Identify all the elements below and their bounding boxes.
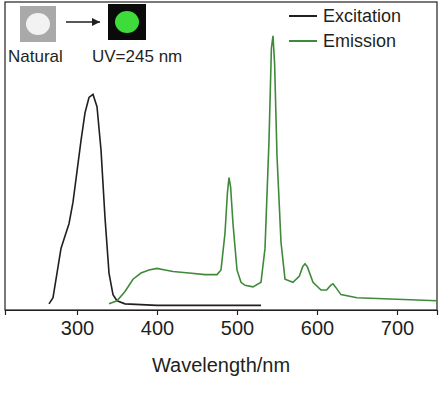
- x-tick-label: 500: [221, 317, 254, 339]
- legend-swatch: [289, 40, 317, 42]
- plot-frame: [5, 2, 437, 310]
- x-axis: 300 400 500 600 700: [6, 310, 438, 339]
- legend-swatch: [289, 15, 317, 17]
- x-tick-label: 300: [61, 317, 94, 339]
- x-tick-mark: [317, 310, 318, 315]
- x-tick-mark: [157, 310, 158, 315]
- x-tick: 600: [301, 310, 334, 339]
- x-tick-label: 700: [381, 317, 414, 339]
- series-line: [109, 36, 437, 304]
- photo-uv: [108, 4, 146, 40]
- x-tick-label: 400: [141, 317, 174, 339]
- x-tick: 700: [381, 310, 414, 339]
- legend: Excitation Emission: [289, 6, 401, 51]
- plot-area: [49, 36, 437, 306]
- x-axis-title: Wavelength/nm: [152, 354, 290, 376]
- x-tick-mark: [237, 310, 238, 315]
- chart: 300 400 500 600 700 Wavelength/nm Excitation Em…: [0, 0, 442, 396]
- legend-label: Emission: [323, 31, 396, 51]
- series-line: [49, 94, 261, 305]
- photo-natural: [20, 6, 56, 42]
- sample-natural: [26, 13, 50, 35]
- x-tick: 500: [221, 310, 254, 339]
- annotation: UV=245 nm: [92, 47, 182, 66]
- x-tick: 400: [141, 310, 174, 339]
- x-tick-label: 600: [301, 317, 334, 339]
- annotation: Natural: [8, 47, 63, 66]
- x-tick: 300: [61, 310, 94, 339]
- x-tick-mark: [397, 310, 398, 315]
- inset: Natural UV=245 nm: [8, 4, 182, 66]
- legend-label: Excitation: [323, 6, 401, 26]
- x-tick-mark: [77, 310, 78, 315]
- sample-uv: [115, 11, 139, 33]
- arrow-head: [92, 18, 100, 26]
- x-axis-line: [6, 311, 438, 316]
